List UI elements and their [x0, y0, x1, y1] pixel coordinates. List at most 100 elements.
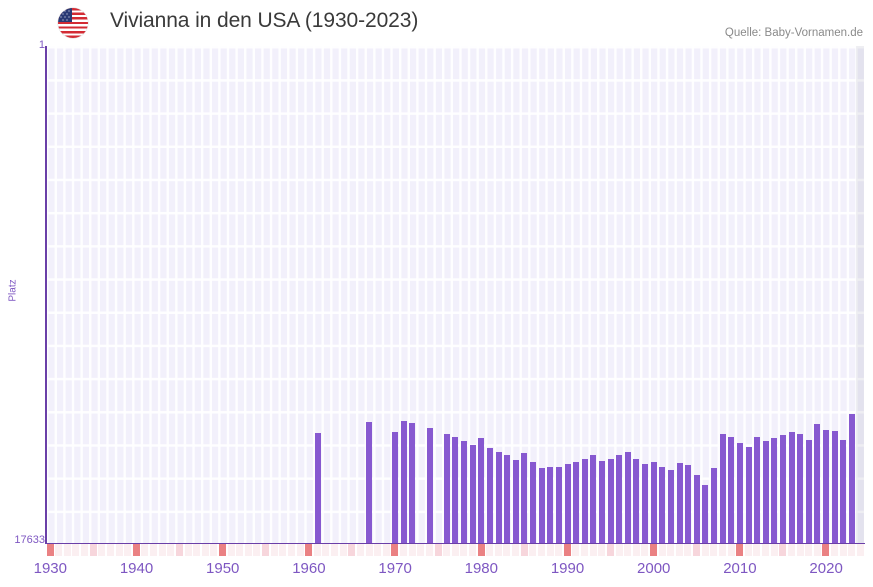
- x-axis-minor-tick: [753, 544, 761, 556]
- plot-area: [46, 46, 864, 543]
- bar: [633, 459, 640, 543]
- y-axis-title: Platz: [7, 279, 19, 302]
- x-axis-minor-tick: [175, 544, 183, 556]
- x-axis-minor-tick: [641, 544, 649, 556]
- bar: [607, 459, 614, 543]
- bar: [762, 441, 769, 543]
- bar: [788, 432, 795, 543]
- x-axis-minor-tick: [193, 544, 201, 556]
- y-axis-line: [45, 46, 47, 543]
- x-axis-minor-tick: [762, 544, 770, 556]
- x-axis-minor-tick: [124, 544, 132, 556]
- bar: [814, 424, 821, 543]
- bar: [685, 465, 692, 543]
- bars-layer: [46, 46, 864, 543]
- x-axis-tick-label: 1970: [378, 560, 412, 577]
- x-axis-minor-tick: [425, 544, 433, 556]
- x-axis-minor-tick: [796, 544, 804, 556]
- x-axis-minor-tick: [348, 544, 356, 556]
- bar: [598, 461, 605, 543]
- x-axis-minor-tick: [848, 544, 856, 556]
- bar: [711, 468, 718, 543]
- bar: [512, 460, 519, 543]
- x-axis-minor-tick: [270, 544, 278, 556]
- x-axis-minor-tick: [520, 544, 528, 556]
- x-axis-minor-tick: [408, 544, 416, 556]
- x-axis-tick-label: 2020: [809, 560, 843, 577]
- bar: [616, 455, 623, 543]
- bar: [392, 432, 399, 543]
- x-axis-minor-tick: [693, 544, 701, 556]
- bar: [443, 434, 450, 543]
- x-axis-minor-tick: [684, 544, 692, 556]
- bar: [409, 423, 416, 543]
- x-axis-minor-tick: [262, 544, 270, 556]
- bar: [555, 467, 562, 543]
- x-axis-minor-tick: [81, 544, 89, 556]
- bar: [504, 455, 511, 543]
- x-axis-minor-tick: [494, 544, 502, 556]
- x-axis-tick-label: 2010: [723, 560, 757, 577]
- bar: [452, 437, 459, 543]
- x-axis-minor-tick: [831, 544, 839, 556]
- bar: [530, 462, 537, 543]
- x-axis-minor-tick: [632, 544, 640, 556]
- x-axis-minor-tick: [313, 544, 321, 556]
- bar: [521, 453, 528, 543]
- x-axis-minor-tick: [529, 544, 537, 556]
- bar: [581, 459, 588, 543]
- x-axis-minor-tick: [779, 544, 787, 556]
- x-axis-minor-tick: [503, 544, 511, 556]
- x-axis-minor-tick: [227, 544, 235, 556]
- bar: [754, 437, 761, 543]
- x-axis-major-tick: [650, 544, 658, 556]
- x-axis-labels: 1930 1940 1950 1960 1970 1980 1990 2000 2010 2020: [0, 560, 873, 584]
- x-axis-minor-tick: [374, 544, 382, 556]
- x-axis-major-tick: [46, 544, 54, 556]
- bar: [693, 475, 700, 543]
- bar: [642, 464, 649, 543]
- x-axis-minor-tick: [417, 544, 425, 556]
- bar: [590, 455, 597, 543]
- x-axis-minor-tick: [460, 544, 468, 556]
- x-axis-minor-tick: [89, 544, 97, 556]
- x-axis-minor-tick: [856, 544, 864, 556]
- x-axis-major-tick: [822, 544, 830, 556]
- bar: [702, 485, 709, 543]
- x-axis-minor-tick: [701, 544, 709, 556]
- x-axis-minor-tick: [184, 544, 192, 556]
- bar: [366, 422, 373, 543]
- x-axis-minor-tick: [253, 544, 261, 556]
- x-axis-minor-tick: [572, 544, 580, 556]
- x-axis-major-tick: [477, 544, 485, 556]
- bar: [780, 435, 786, 543]
- bar: [797, 434, 804, 543]
- x-axis-minor-tick: [598, 544, 606, 556]
- x-axis-minor-tick: [279, 544, 287, 556]
- x-axis-minor-tick: [787, 544, 795, 556]
- bar: [771, 438, 778, 543]
- bar: [676, 463, 683, 543]
- x-axis-minor-tick: [400, 544, 408, 556]
- x-axis-minor-tick: [356, 544, 364, 556]
- bar: [840, 440, 847, 543]
- x-axis-minor-tick: [581, 544, 589, 556]
- x-axis-minor-tick: [615, 544, 623, 556]
- x-axis-major-tick: [219, 544, 227, 556]
- bar: [659, 467, 666, 543]
- x-axis-minor-tick: [141, 544, 149, 556]
- x-axis-minor-tick: [244, 544, 252, 556]
- x-axis-minor-tick: [667, 544, 675, 556]
- x-axis-tick-label: 1990: [550, 560, 585, 577]
- x-axis-minor-tick: [365, 544, 373, 556]
- x-axis-minor-tick: [537, 544, 545, 556]
- x-axis-minor-tick: [210, 544, 218, 556]
- x-axis-major-tick: [132, 544, 140, 556]
- y-axis-top-label: 1: [38, 39, 45, 51]
- bar: [848, 414, 855, 543]
- bar: [400, 421, 407, 543]
- x-axis-minor-tick: [468, 544, 476, 556]
- x-axis-major-tick: [736, 544, 744, 556]
- x-axis-minor-tick: [606, 544, 614, 556]
- x-axis-major-tick: [391, 544, 399, 556]
